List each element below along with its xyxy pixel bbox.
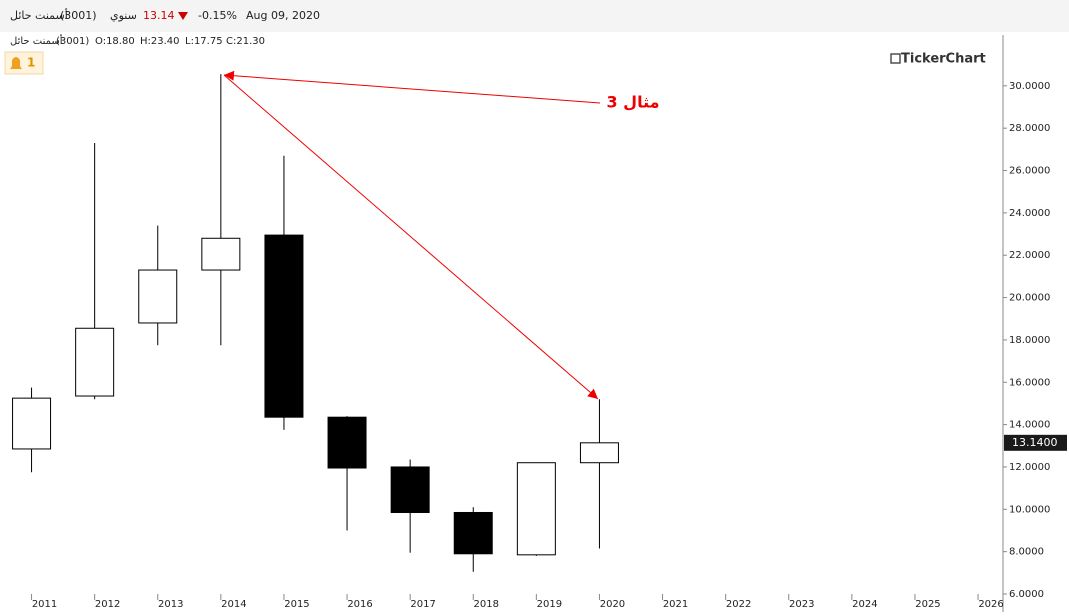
x-tick-label: 2020: [600, 599, 625, 610]
y-tick-label: 10.0000: [1009, 504, 1050, 515]
candle-body: [327, 416, 367, 469]
logo: TickerChart: [901, 52, 986, 67]
candle-body: [75, 327, 115, 397]
date: Aug 09, 2020: [246, 9, 320, 22]
x-tick-label: 2012: [95, 599, 120, 610]
last-price-box: [1004, 434, 1067, 451]
y-tick-label: 20.0000: [1009, 293, 1050, 304]
stock-name: أسمنت حائل: [10, 8, 68, 22]
y-tick-label: 22.0000: [1009, 250, 1050, 261]
x-tick-label: 2022: [726, 599, 751, 610]
candle-body: [579, 442, 619, 464]
bell-icon: [10, 57, 22, 69]
alert-count: 1: [27, 56, 35, 70]
candle-body: [390, 466, 430, 513]
logo-icon: [890, 53, 901, 64]
x-tick-label: 2018: [474, 599, 499, 610]
down-arrow: [178, 12, 188, 20]
y-tick-label: 18.0000: [1009, 335, 1050, 346]
candle-body: [12, 397, 52, 450]
legend-high: H:23.40: [140, 36, 180, 47]
stock-code: (3001): [60, 9, 97, 22]
candle-body: [453, 511, 493, 555]
alert-button[interactable]: [4, 51, 44, 75]
x-tick-label: 2024: [852, 599, 877, 610]
legend-name: أسمنت حائل: [10, 34, 63, 47]
legend-low: L:17.75: [185, 36, 223, 47]
candle-body: [201, 237, 241, 271]
header-bar: [0, 0, 1069, 32]
y-tick-label: 16.0000: [1009, 377, 1050, 388]
price: 13.14: [143, 9, 175, 22]
x-tick-label: 2021: [663, 599, 688, 610]
y-tick-label: 28.0000: [1009, 123, 1050, 134]
y-tick-label: 14.0000: [1009, 420, 1050, 431]
y-tick-label: 30.0000: [1009, 81, 1050, 92]
x-tick-label: 2025: [915, 599, 940, 610]
annotation-arrow: [223, 74, 599, 400]
x-tick-label: 2017: [410, 599, 435, 610]
y-tick-label: 6.0000: [1009, 589, 1044, 600]
x-tick-label: 2011: [32, 599, 57, 610]
y-tick-label: 12.0000: [1009, 462, 1050, 473]
annotation-arrow: [223, 70, 601, 104]
y-tick-label: 8.0000: [1009, 547, 1044, 558]
x-tick-label: 2016: [347, 599, 372, 610]
legend-code: (3001): [56, 36, 89, 47]
x-tick-label: 2026: [978, 599, 1003, 610]
legend-open: O:18.80: [95, 36, 135, 47]
x-tick-label: 2014: [221, 599, 246, 610]
y-tick-label: 24.0000: [1009, 208, 1050, 219]
x-tick-label: 2013: [158, 599, 183, 610]
x-tick-label: 2019: [537, 599, 562, 610]
change: -0.15%: [198, 9, 237, 22]
period[interactable]: سنوي: [110, 9, 137, 22]
plot-area: 2011 2012 2013 2014 2015 2016 2017 2018 2019 2020…: [12, 74, 1003, 610]
annotation: مثال 3: [606, 93, 659, 112]
x-tick-label: 2015: [284, 599, 309, 610]
x-tick-label: 2023: [789, 599, 814, 610]
candle-body: [516, 462, 556, 556]
legend-close: C:21.30: [226, 36, 265, 47]
candle-body: [264, 234, 304, 418]
candle-body: [138, 269, 178, 324]
y-tick-label: 26.0000: [1009, 166, 1050, 177]
last-price-label: 13.1400: [1012, 436, 1058, 449]
